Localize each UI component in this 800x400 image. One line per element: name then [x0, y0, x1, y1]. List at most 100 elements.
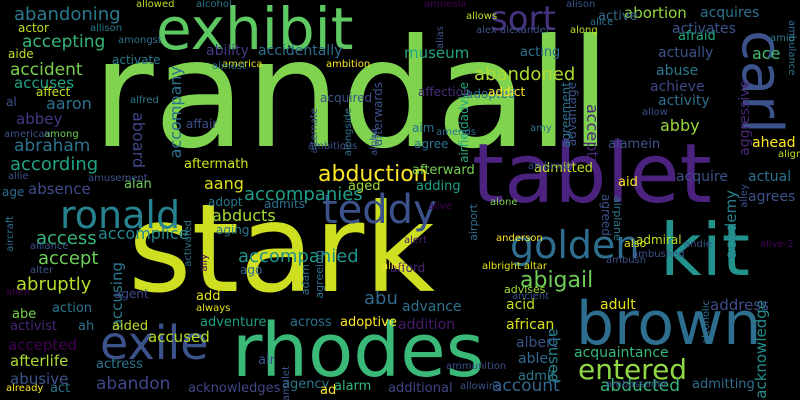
word: additional — [388, 381, 453, 396]
word: admits — [264, 197, 305, 211]
word: ambition — [326, 59, 371, 70]
word: adult — [600, 297, 636, 313]
word: alive — [428, 201, 452, 212]
word: ancient — [512, 291, 550, 302]
word: alias — [435, 26, 446, 50]
word: actually — [658, 45, 714, 61]
word: alison — [566, 0, 596, 10]
word: ace — [752, 44, 781, 63]
word: absence — [28, 180, 91, 198]
word: amid — [770, 33, 795, 44]
word: academy — [722, 190, 740, 259]
word: affect — [36, 85, 71, 99]
word: ambushed — [632, 249, 685, 260]
word: acquires — [700, 5, 760, 21]
word: exile — [100, 316, 209, 370]
word: adopt — [208, 195, 243, 209]
word: acquaintance — [574, 345, 669, 361]
word: abandoning — [14, 4, 121, 25]
word: activate — [112, 53, 161, 67]
word: achieve — [650, 79, 705, 95]
word: agree — [414, 137, 449, 151]
word: affair — [186, 117, 218, 131]
word: brown — [576, 289, 762, 359]
word: aang — [204, 174, 244, 193]
word: abusive — [10, 370, 69, 388]
word: alpha — [369, 128, 380, 156]
word: golden — [510, 223, 640, 267]
word: amulet — [281, 366, 292, 400]
word: aftermath — [184, 157, 249, 172]
word: actress — [96, 357, 143, 372]
word: afraid — [678, 29, 716, 44]
word: andie — [684, 239, 712, 250]
word: ambitious — [308, 141, 358, 152]
word: alfred — [130, 95, 159, 106]
word: aging — [216, 223, 250, 237]
word: aggressive — [737, 80, 753, 156]
word: activity — [658, 93, 710, 109]
word: among — [44, 129, 79, 140]
word: alter — [30, 265, 54, 276]
word: alex alexander — [476, 25, 550, 36]
word: abbey — [16, 110, 63, 128]
word: al — [6, 95, 17, 109]
word: advance — [402, 299, 462, 315]
word: access — [36, 228, 97, 249]
word: actual — [748, 169, 792, 185]
word: according — [10, 154, 99, 175]
word: accompanied — [238, 246, 359, 267]
word: acting — [520, 45, 561, 60]
word: airport — [467, 204, 480, 241]
word: alcoholic — [701, 300, 712, 345]
word: actor — [18, 21, 49, 35]
word: aide — [8, 47, 34, 61]
word: acquired — [320, 91, 373, 105]
word: afterlife — [10, 352, 69, 370]
word: stark — [128, 178, 435, 320]
word: always — [196, 303, 231, 314]
word: airplane — [611, 196, 624, 241]
word: abduction — [318, 162, 428, 187]
word: ronald — [60, 193, 181, 237]
word: abandoned — [474, 64, 576, 85]
word: america — [222, 59, 263, 70]
word: acid — [506, 297, 536, 313]
word: alongside — [343, 108, 354, 157]
word: acquire — [676, 169, 728, 185]
word: aircraft — [5, 216, 16, 252]
word: already — [6, 383, 44, 394]
word: air — [258, 353, 275, 368]
word: active — [598, 9, 638, 24]
word: abu — [364, 288, 398, 309]
word: allie — [8, 171, 29, 182]
word: account — [492, 376, 560, 396]
word: admiral — [636, 233, 682, 247]
word: acknowledge — [752, 300, 770, 399]
word: alive-2 — [760, 239, 794, 250]
word: anderson — [496, 233, 543, 244]
word: alarm — [334, 379, 372, 394]
word: ah — [78, 319, 95, 334]
word: align — [778, 149, 800, 160]
word: abducted — [600, 376, 681, 396]
word: acknowledges — [188, 381, 281, 396]
word: abe — [12, 307, 37, 322]
word: agency — [282, 377, 330, 392]
word: age — [2, 185, 25, 199]
word: accepting — [22, 32, 106, 52]
word: afford — [390, 261, 426, 275]
word: teddy — [322, 187, 437, 233]
word: abby — [660, 116, 700, 135]
word: amends — [436, 127, 476, 138]
word: alternate — [309, 108, 320, 154]
word: aided — [112, 319, 149, 334]
word: ago — [240, 263, 263, 277]
word: aaron — [46, 94, 92, 113]
word: amusement — [88, 173, 148, 184]
word: accept — [38, 248, 99, 269]
word: ammunition — [446, 361, 507, 372]
word: amnesia — [424, 0, 467, 10]
word: allowed — [136, 0, 175, 10]
word: alcohol — [196, 0, 232, 10]
